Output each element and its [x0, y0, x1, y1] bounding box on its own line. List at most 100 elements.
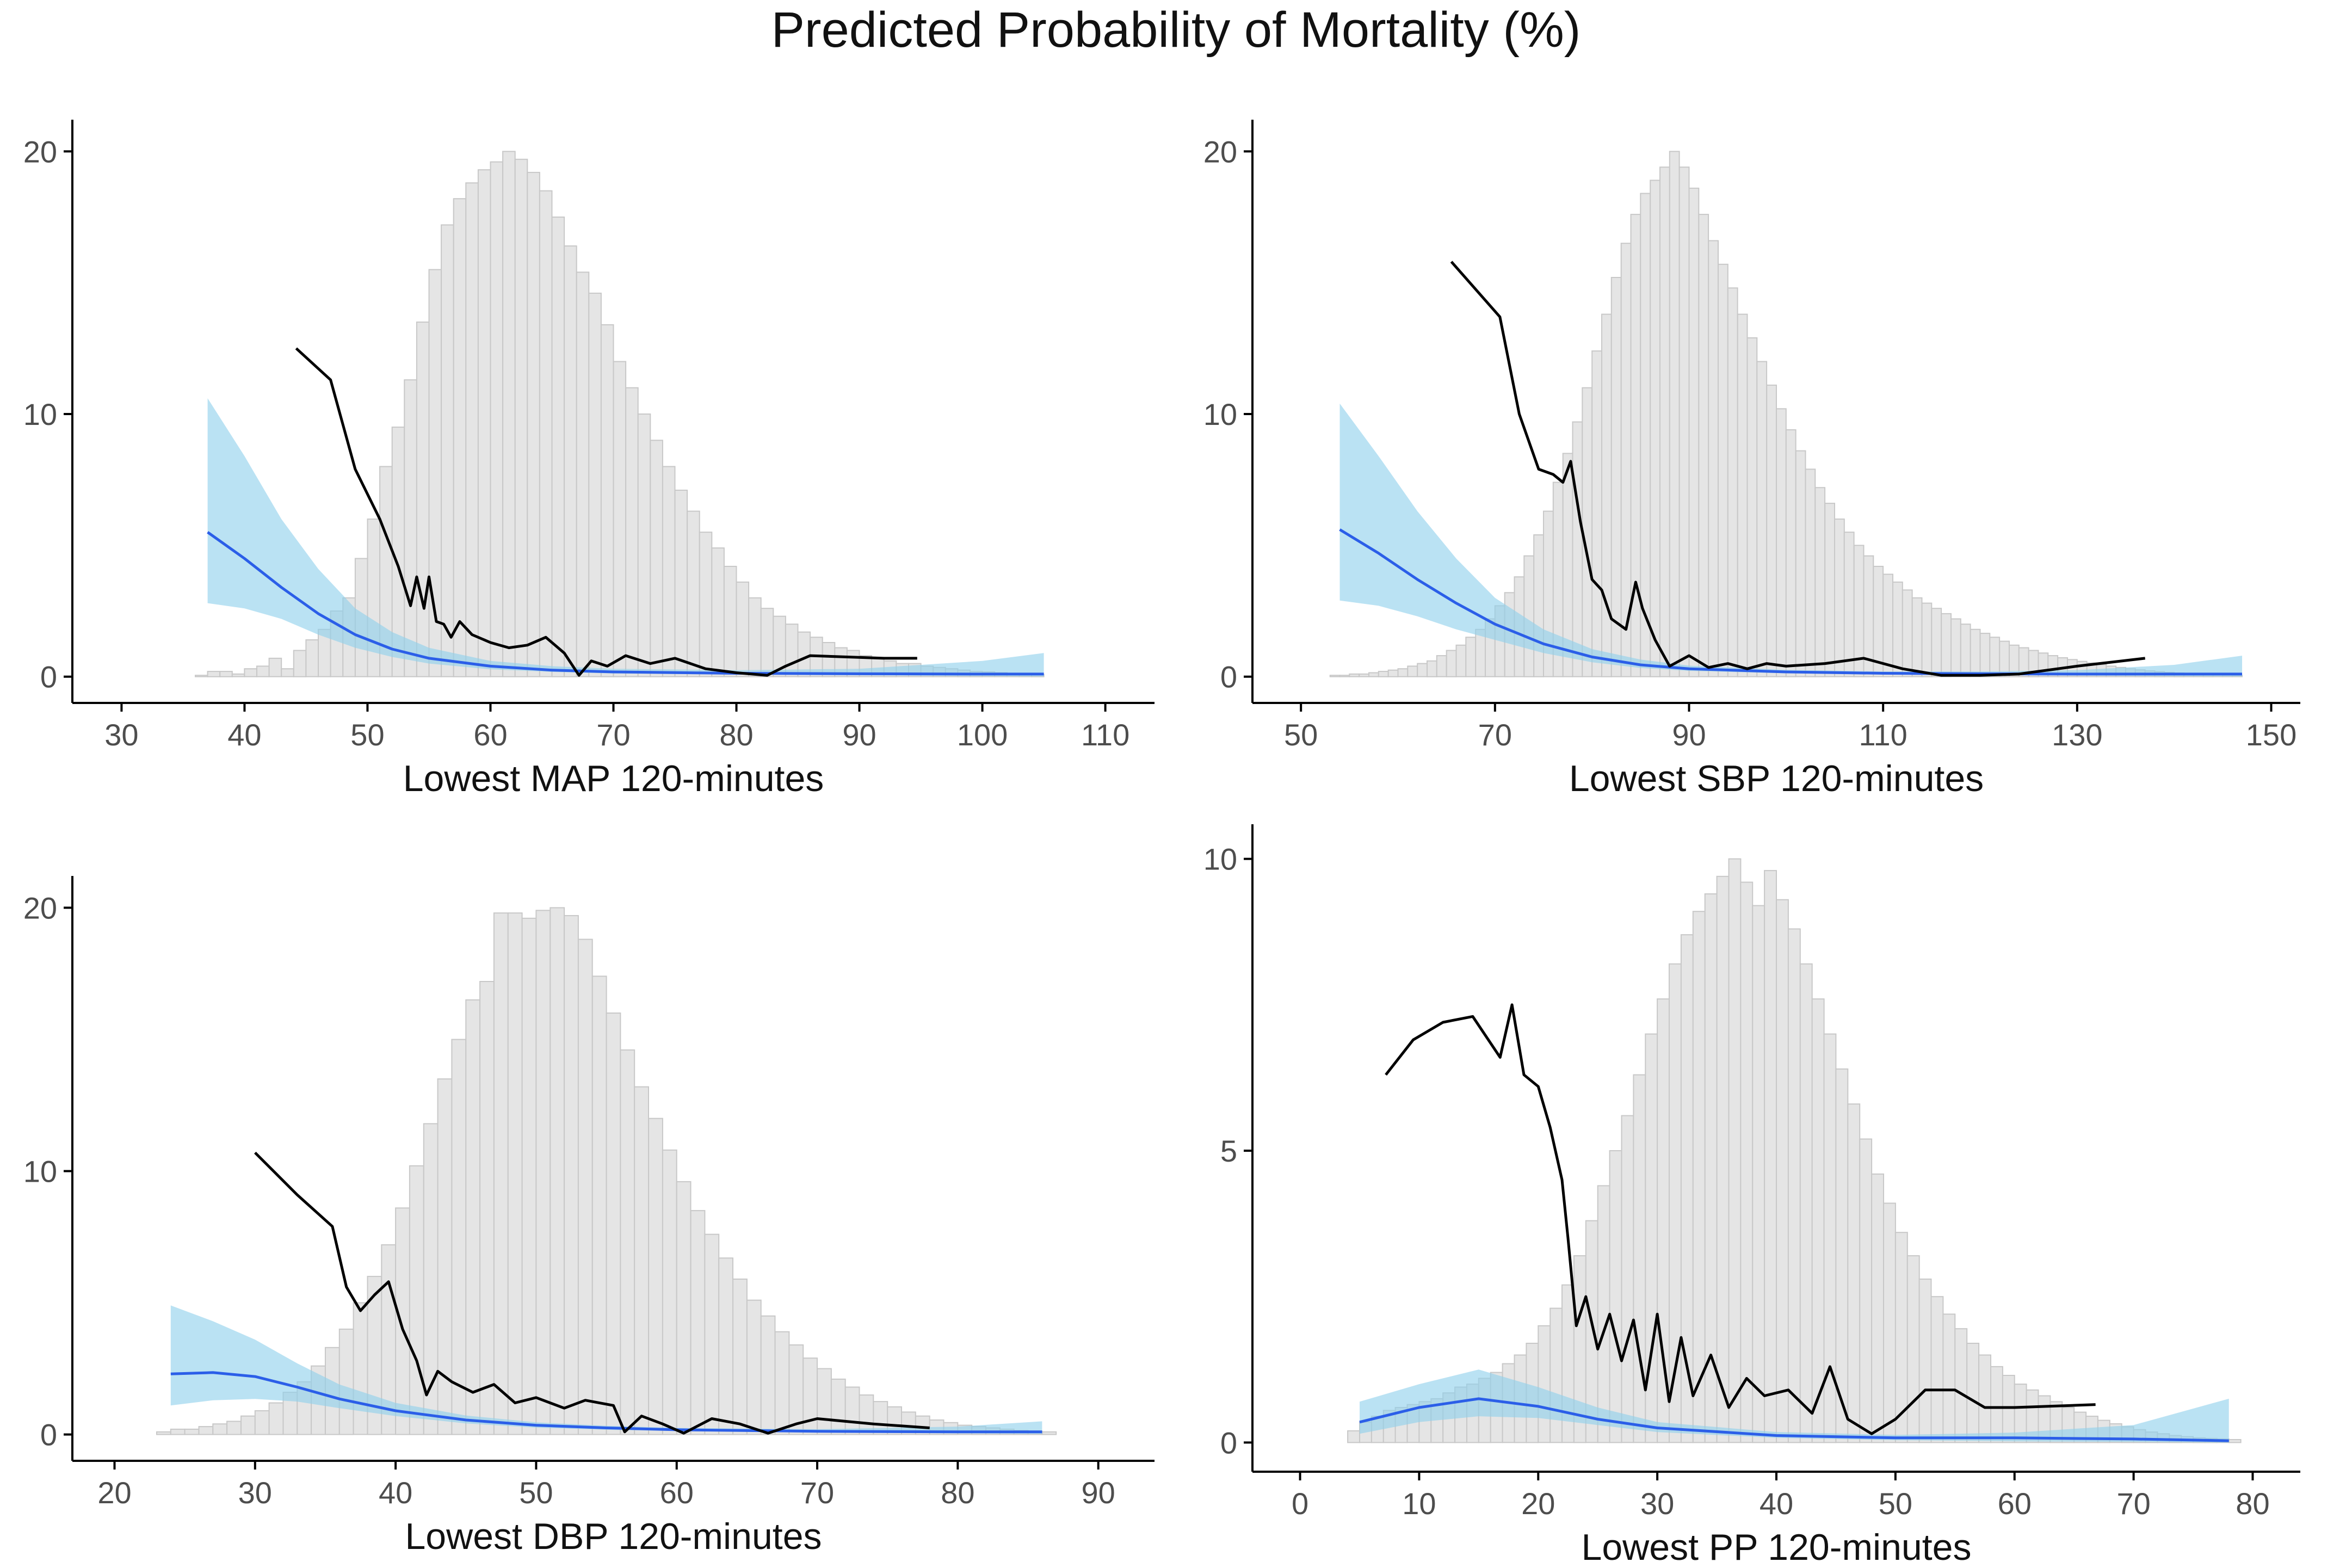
histogram-bar	[613, 361, 627, 677]
histogram-bar	[1657, 998, 1670, 1443]
histogram-bar	[1906, 1255, 1920, 1443]
histogram-bar	[844, 1386, 860, 1435]
x-tick-label: 80	[2236, 1486, 2269, 1521]
histogram-bar	[687, 510, 700, 677]
histogram-bar	[1728, 858, 1742, 1443]
histogram-bar	[507, 912, 523, 1435]
histogram-bar	[416, 322, 430, 677]
histogram-bar	[226, 1421, 242, 1435]
y-tick-label: 0	[40, 660, 57, 694]
histogram-bar	[409, 1165, 424, 1435]
histogram-bar	[1368, 672, 1379, 677]
x-tick-label: 50	[350, 718, 384, 752]
histogram-bar	[1795, 450, 1806, 677]
histogram-bar	[1572, 421, 1583, 677]
histogram-bar	[254, 1410, 270, 1435]
y-tick-label: 5	[1220, 1134, 1237, 1168]
histogram-bar	[207, 671, 221, 677]
histogram-bar	[1979, 633, 1991, 677]
histogram-bar	[1397, 668, 1409, 677]
histogram-bar	[293, 650, 307, 677]
y-tick-label: 0	[40, 1418, 57, 1452]
x-tick-label: 50	[1284, 718, 1318, 752]
histogram-bar	[1737, 313, 1748, 677]
histogram-bar	[539, 190, 553, 677]
histogram-bar	[704, 1233, 720, 1435]
histogram-bar	[1601, 313, 1612, 677]
histogram-bar	[662, 466, 676, 677]
histogram-bar	[1465, 637, 1477, 677]
histogram-bar	[634, 1086, 649, 1435]
histogram-bar	[746, 1299, 762, 1435]
histogram-bar	[514, 158, 528, 677]
histogram-bar	[338, 1329, 354, 1435]
histogram-bar	[1359, 673, 1369, 677]
histogram-bar	[550, 907, 565, 1435]
x-tick-label: 20	[1521, 1486, 1555, 1521]
histogram-bar	[535, 910, 551, 1435]
histogram-bar	[1911, 597, 1923, 677]
histogram-bar	[690, 1210, 706, 1435]
histogram-bar	[2002, 1375, 2015, 1443]
x-tick-label: 70	[1478, 718, 1512, 752]
histogram-bar	[1455, 644, 1467, 677]
histogram-bar	[1387, 669, 1399, 677]
histogram-bar	[395, 1207, 410, 1435]
histogram-bar	[625, 387, 639, 677]
histogram-bar	[650, 440, 663, 677]
histogram-bar	[1942, 1313, 1956, 1443]
histogram-bar	[1610, 277, 1622, 677]
histogram-bar	[1859, 1138, 1873, 1443]
histogram-bar	[423, 1123, 439, 1435]
histogram-bar	[2228, 1439, 2242, 1443]
histogram-bar	[1930, 1296, 1944, 1443]
panel-lowest-pp: 0 5 10 0 10 20 30 40 50 60 70 80 Lowest PP 120-minut…	[1203, 824, 2300, 1568]
histogram-bar	[1591, 350, 1602, 677]
histogram-bar	[1756, 361, 1768, 677]
histogram-bar	[676, 1181, 692, 1435]
histogram-bar	[1843, 532, 1855, 677]
histogram-bar	[451, 1039, 467, 1435]
histogram-bar	[1847, 1103, 1861, 1443]
histogram-bar	[244, 668, 257, 677]
x-tick-label: 40	[379, 1476, 412, 1510]
y-tick-label: 10	[23, 1155, 57, 1189]
histogram-bar	[1041, 1431, 1057, 1435]
x-tick-label: 50	[519, 1476, 553, 1510]
x-tick-label: 70	[800, 1476, 834, 1510]
x-tick-label: 10	[1402, 1486, 1436, 1521]
histogram-bar	[1538, 1325, 1551, 1443]
histogram-bar	[785, 624, 799, 677]
predicted-line	[1359, 1397, 2229, 1442]
histogram-bar	[1764, 870, 1777, 1443]
histogram-bar	[1621, 1115, 1634, 1443]
histogram-bar	[1814, 487, 1826, 677]
histogram-bar	[1533, 534, 1544, 677]
histogram-bar	[1989, 637, 2001, 677]
histogram-bar	[1740, 881, 1754, 1443]
histogram-bar	[577, 939, 593, 1435]
histogram-bar	[1704, 893, 1718, 1443]
histogram-bar	[170, 1428, 186, 1435]
histogram-bar	[1378, 671, 1389, 677]
histogram-bar	[1834, 518, 1845, 677]
histogram-bar	[305, 639, 319, 677]
histogram-bar	[1970, 628, 1981, 677]
histogram-bar	[465, 182, 479, 677]
histogram-bar	[1698, 214, 1709, 677]
histogram-bar	[479, 981, 495, 1435]
histogram-bar	[1427, 660, 1437, 677]
histogram-bar	[718, 1257, 733, 1435]
x-axis-title: Lowest DBP 120-minutes	[405, 1516, 822, 1557]
histogram-bar	[212, 1423, 228, 1435]
x-tick-label: 60	[660, 1476, 694, 1510]
histogram-bar	[1776, 899, 1789, 1443]
x-tick-label: 110	[1859, 718, 1907, 752]
y-tick-label: 0	[1220, 660, 1237, 694]
histogram-bar	[1853, 545, 1865, 677]
x-tick-label: 90	[1672, 718, 1706, 752]
histogram-bar	[788, 1344, 804, 1435]
figure-title: Predicted Probability of Mortality (%)	[771, 2, 1581, 58]
x-tick-label: 30	[238, 1476, 272, 1510]
histogram-bar	[1669, 151, 1680, 677]
